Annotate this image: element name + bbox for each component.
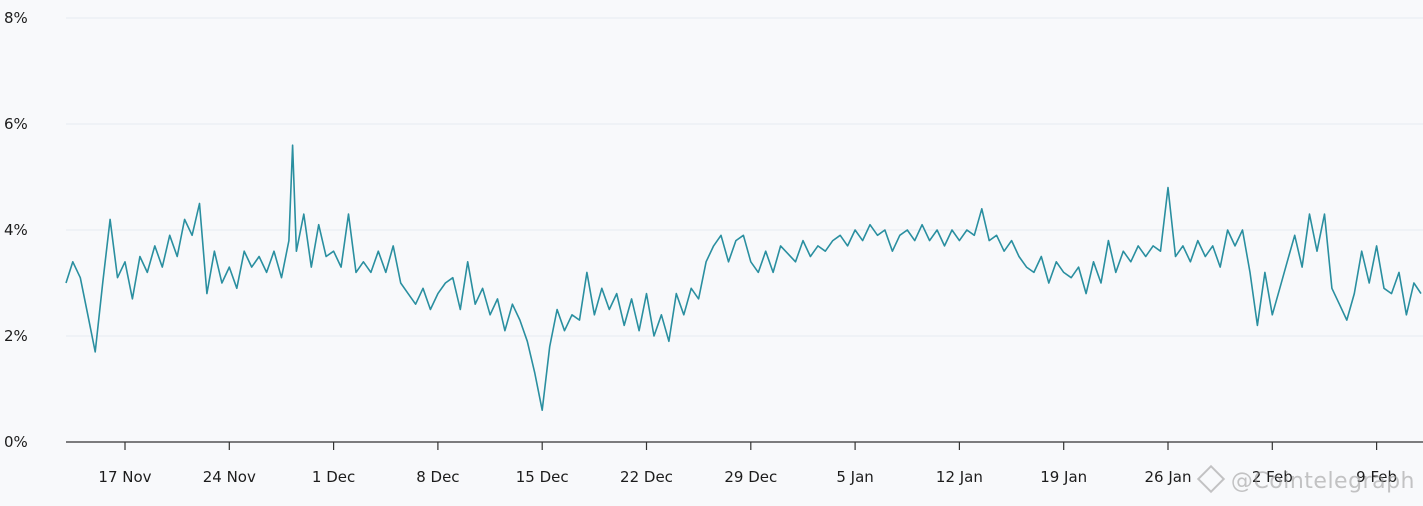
x-tick-label: 17 Nov bbox=[98, 468, 151, 486]
x-tick-label: 1 Dec bbox=[312, 468, 355, 486]
x-tick-label: 5 Jan bbox=[836, 468, 873, 486]
y-axis-ticks: 0% 2% 4% 6% 8% bbox=[4, 9, 28, 451]
x-tick-label: 26 Jan bbox=[1145, 468, 1192, 486]
x-tick-label: 12 Jan bbox=[936, 468, 983, 486]
x-tick-label: 22 Dec bbox=[620, 468, 673, 486]
x-tick-label: 19 Jan bbox=[1040, 468, 1087, 486]
series-line bbox=[65, 144, 1422, 411]
gridlines bbox=[66, 17, 1423, 337]
x-tick-label: 15 Dec bbox=[516, 468, 569, 486]
x-tick-label: 24 Nov bbox=[203, 468, 256, 486]
x-tick-label: 9 Feb bbox=[1356, 468, 1397, 486]
watermark: @Cointelegraph bbox=[1196, 464, 1415, 494]
y-tick-label: 4% bbox=[4, 221, 28, 239]
cointelegraph-logo-icon bbox=[1196, 464, 1226, 494]
x-tick-label: 8 Dec bbox=[416, 468, 459, 486]
x-tick-label: 2 Feb bbox=[1252, 468, 1293, 486]
x-axis-ticks: 17 Nov 24 Nov 1 Dec 8 Dec 15 Dec 22 Dec 29 Dec… bbox=[98, 442, 1397, 486]
y-tick-label: 6% bbox=[4, 115, 28, 133]
x-tick-label: 29 Dec bbox=[724, 468, 777, 486]
y-tick-label: 2% bbox=[4, 327, 28, 345]
y-tick-label: 8% bbox=[4, 9, 28, 27]
watermark-text: @Cointelegraph bbox=[1230, 469, 1415, 494]
y-tick-label: 0% bbox=[4, 433, 28, 451]
